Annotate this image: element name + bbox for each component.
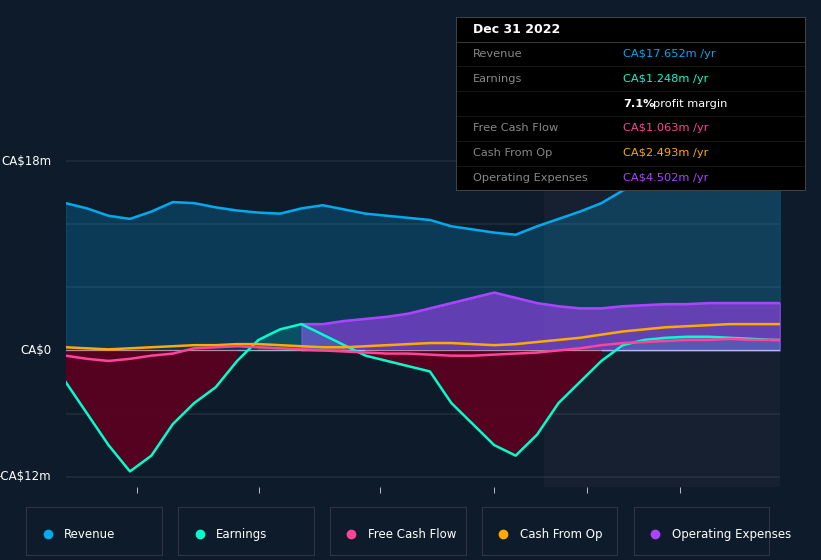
Text: CA$2.493m /yr: CA$2.493m /yr bbox=[623, 148, 709, 158]
Text: Earnings: Earnings bbox=[216, 528, 268, 540]
Text: -CA$12m: -CA$12m bbox=[0, 470, 52, 483]
Text: Cash From Op: Cash From Op bbox=[520, 528, 602, 540]
Text: CA$18m: CA$18m bbox=[2, 155, 52, 167]
Text: 7.1%: 7.1% bbox=[623, 99, 654, 109]
Text: Cash From Op: Cash From Op bbox=[473, 148, 553, 158]
Text: Dec 31 2022: Dec 31 2022 bbox=[473, 23, 561, 36]
Text: CA$17.652m /yr: CA$17.652m /yr bbox=[623, 49, 716, 59]
Text: Revenue: Revenue bbox=[64, 528, 116, 540]
Text: Revenue: Revenue bbox=[473, 49, 523, 59]
Text: CA$1.248m /yr: CA$1.248m /yr bbox=[623, 74, 709, 84]
Text: Operating Expenses: Operating Expenses bbox=[672, 528, 791, 540]
Text: Earnings: Earnings bbox=[473, 74, 522, 84]
Text: Free Cash Flow: Free Cash Flow bbox=[473, 123, 558, 133]
Text: Operating Expenses: Operating Expenses bbox=[473, 173, 588, 183]
Text: CA$0: CA$0 bbox=[21, 344, 52, 357]
Text: CA$4.502m /yr: CA$4.502m /yr bbox=[623, 173, 709, 183]
Text: Free Cash Flow: Free Cash Flow bbox=[368, 528, 456, 540]
Text: profit margin: profit margin bbox=[653, 99, 727, 109]
Text: CA$1.063m /yr: CA$1.063m /yr bbox=[623, 123, 709, 133]
Bar bbox=[544, 140, 780, 487]
